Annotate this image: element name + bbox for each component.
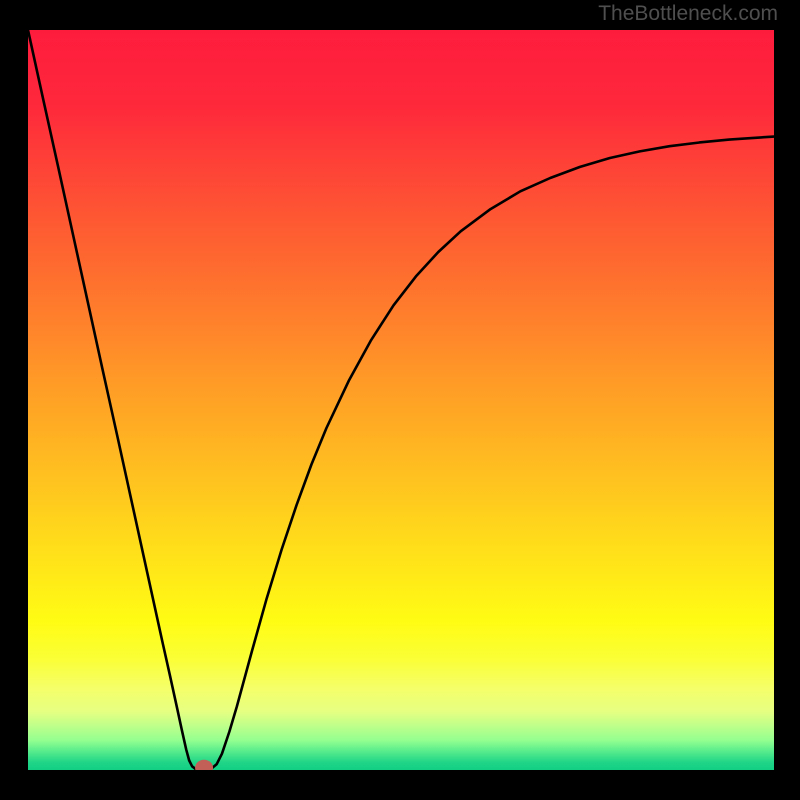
plot-area bbox=[28, 30, 774, 770]
minimum-marker bbox=[195, 760, 213, 770]
watermark-text: TheBottleneck.com bbox=[598, 2, 778, 26]
frame-left bbox=[0, 30, 28, 770]
bottleneck-curve bbox=[28, 30, 774, 770]
frame-right bbox=[774, 30, 800, 770]
frame-bottom bbox=[0, 770, 800, 800]
watermark-label: TheBottleneck.com bbox=[598, 2, 778, 25]
